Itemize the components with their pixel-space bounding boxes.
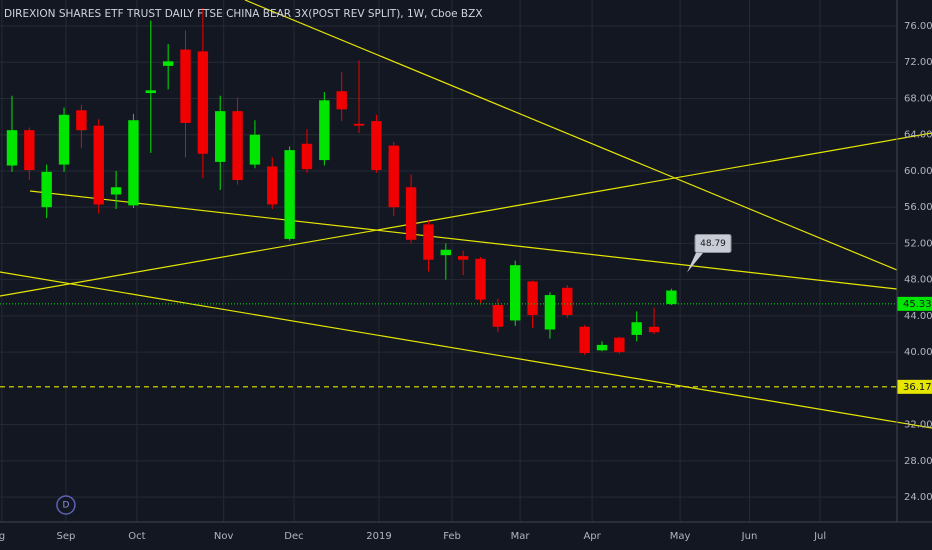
trend-line bbox=[0, 271, 932, 429]
candle-body bbox=[596, 344, 608, 351]
overlay: 45.33 36.17 48.79 D bbox=[0, 234, 932, 515]
y-tick-label: 48.00 bbox=[904, 275, 932, 286]
candle-body bbox=[249, 134, 261, 165]
y-tick-label: 40.00 bbox=[904, 347, 932, 358]
candle-body bbox=[648, 326, 660, 333]
candle-body bbox=[544, 295, 556, 330]
x-tick-label: Jun bbox=[741, 531, 758, 542]
x-tick-label: Feb bbox=[443, 531, 461, 542]
x-tick-label: Apr bbox=[583, 531, 601, 542]
y-tick-label: 72.00 bbox=[904, 57, 932, 68]
y-tick-label: 52.00 bbox=[904, 238, 932, 249]
dividend-marker bbox=[56, 495, 76, 515]
candle-body bbox=[475, 258, 486, 300]
candle-body bbox=[215, 111, 226, 162]
y-tick-label: 64.00 bbox=[904, 130, 932, 141]
y-tick-label: 68.00 bbox=[904, 93, 932, 104]
x-tick-label: Mar bbox=[511, 531, 531, 542]
candle-body bbox=[388, 145, 399, 208]
candle-body bbox=[457, 256, 469, 260]
candle-body bbox=[301, 143, 313, 170]
alert-label: 36.17 bbox=[903, 382, 932, 393]
last-price-label: 45.33 bbox=[903, 299, 932, 310]
candle-body bbox=[562, 287, 573, 315]
candle-body bbox=[614, 337, 625, 353]
candle-body bbox=[336, 91, 347, 110]
x-tick-label: May bbox=[670, 531, 691, 542]
candle-body bbox=[371, 121, 382, 171]
candle-body bbox=[510, 265, 521, 321]
y-tick-label: 60.00 bbox=[904, 166, 932, 177]
x-tick-label: Nov bbox=[214, 531, 234, 542]
candle-body bbox=[319, 100, 330, 161]
x-tick-label: g bbox=[0, 531, 5, 542]
callout-box bbox=[694, 234, 732, 254]
dividend-label: D bbox=[62, 501, 69, 511]
candle-body bbox=[631, 322, 642, 335]
candle-body bbox=[405, 187, 417, 240]
candle-body bbox=[284, 150, 295, 239]
candle-body bbox=[353, 123, 365, 126]
y-tick-label: 28.00 bbox=[904, 456, 932, 467]
candle-body bbox=[128, 120, 139, 206]
candle-body bbox=[440, 249, 452, 256]
trend-lines bbox=[0, 0, 932, 429]
x-tick-label: 2019 bbox=[366, 531, 391, 542]
y-tick-label: 44.00 bbox=[904, 311, 932, 322]
candle-body bbox=[180, 49, 191, 123]
candle-body bbox=[24, 130, 35, 171]
trend-line bbox=[244, 0, 898, 271]
y-tick-label: 24.00 bbox=[904, 492, 932, 503]
x-tick-label: Sep bbox=[57, 531, 76, 542]
candle-body bbox=[41, 171, 52, 208]
candle-body bbox=[232, 111, 243, 181]
last-price-badge bbox=[897, 296, 932, 311]
candle-body bbox=[76, 110, 87, 131]
x-tick-label: Dec bbox=[284, 531, 303, 542]
candle-body bbox=[197, 51, 209, 154]
candle-body bbox=[162, 61, 174, 66]
candles bbox=[6, 7, 677, 355]
candle-body bbox=[58, 114, 70, 165]
candle-body bbox=[267, 166, 278, 205]
y-tick-label: 76.00 bbox=[904, 21, 932, 32]
candle-body bbox=[93, 125, 104, 205]
candle-body bbox=[527, 281, 538, 315]
grid bbox=[0, 0, 897, 522]
candle-body bbox=[145, 90, 157, 94]
candle-body bbox=[666, 290, 677, 305]
candle-body bbox=[492, 305, 504, 327]
alert-badge bbox=[897, 379, 932, 394]
candle-body bbox=[6, 130, 18, 166]
x-tick-label: Oct bbox=[128, 531, 145, 542]
y-tick-label: 56.00 bbox=[904, 202, 932, 213]
callout-label: 48.79 bbox=[700, 239, 726, 249]
callout-pointer bbox=[687, 250, 706, 273]
x-tick-label: Jul bbox=[813, 531, 826, 542]
y-tick-label: 32.00 bbox=[904, 420, 932, 431]
candle-body bbox=[579, 326, 590, 354]
chart-title: DIREXION SHARES ETF TRUST DAILY FTSE CHI… bbox=[4, 8, 483, 20]
trend-line bbox=[0, 132, 932, 297]
candle-body bbox=[110, 187, 122, 195]
candle-body bbox=[423, 224, 434, 260]
trend-line bbox=[29, 190, 898, 290]
